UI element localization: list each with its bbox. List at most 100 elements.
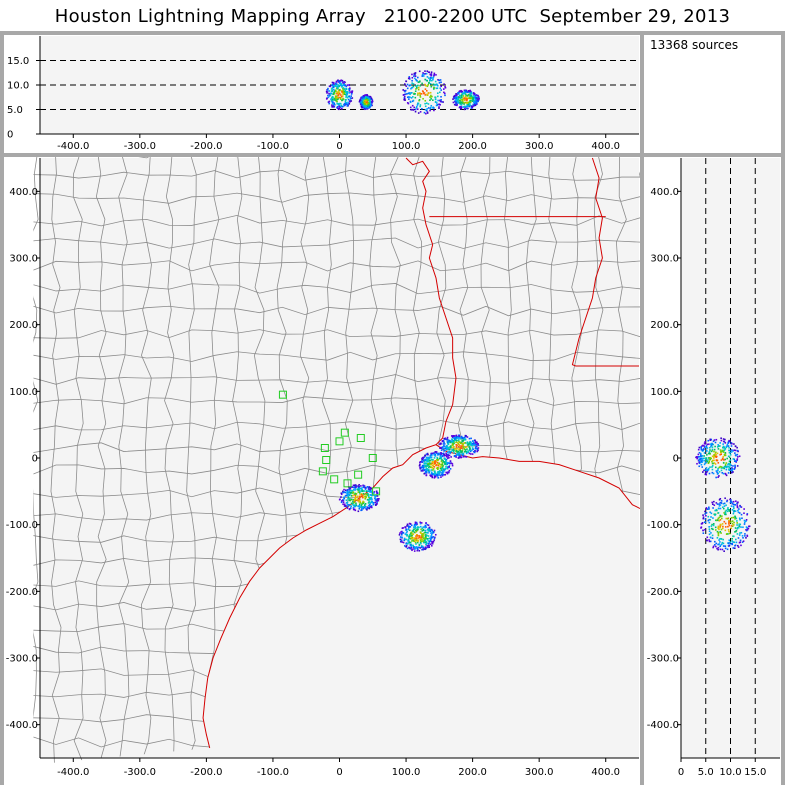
- side-point: [728, 519, 731, 522]
- altitude-y-tick-label: 5.0: [7, 105, 23, 116]
- side-point: [698, 460, 701, 462]
- side-point: [698, 456, 700, 458]
- map-point: [423, 462, 425, 465]
- map-point: [359, 506, 361, 509]
- map-point: [400, 533, 403, 535]
- altitude-point: [415, 78, 417, 81]
- altitude-point: [429, 91, 432, 94]
- side-point: [711, 523, 713, 526]
- altitude-point: [463, 108, 466, 111]
- side-y-tick-label: 300.0: [650, 254, 679, 265]
- altitude-point: [457, 100, 459, 103]
- altitude-point: [330, 99, 333, 102]
- map-y-tick-label: 300.0: [9, 254, 38, 265]
- altitude-point: [456, 103, 458, 106]
- side-point: [731, 501, 733, 503]
- map-point: [343, 496, 345, 499]
- side-point: [707, 515, 710, 518]
- side-point: [721, 457, 724, 460]
- side-point: [712, 507, 714, 509]
- map-point: [349, 487, 352, 490]
- side-point: [703, 446, 706, 448]
- map-point: [443, 437, 445, 440]
- map-point: [421, 536, 423, 539]
- side-point: [706, 508, 709, 510]
- altitude-point: [443, 92, 446, 95]
- side-point: [701, 450, 704, 452]
- map-point: [476, 448, 479, 451]
- map-point: [421, 466, 424, 468]
- side-point: [704, 510, 706, 513]
- map-point: [362, 493, 365, 496]
- altitude-point: [453, 95, 456, 98]
- map-point: [443, 443, 446, 445]
- altitude-point: [332, 106, 335, 108]
- side-point: [719, 544, 722, 547]
- altitude-point: [472, 92, 475, 94]
- lma-station-marker: [320, 444, 329, 452]
- side-point: [709, 446, 711, 449]
- altitude-point: [350, 91, 352, 93]
- county-line: [33, 169, 640, 181]
- altitude-point: [418, 80, 421, 83]
- side-point: [712, 472, 715, 475]
- altitude-point: [368, 97, 371, 99]
- altitude-point: [415, 79, 418, 82]
- altitude-point: [424, 70, 426, 72]
- map-point: [366, 486, 369, 488]
- map-point: [457, 454, 459, 456]
- side-point: [706, 447, 709, 449]
- side-point: [728, 521, 730, 524]
- side-point: [729, 464, 731, 466]
- side-point: [717, 519, 719, 522]
- map-point: [461, 440, 463, 442]
- side-point: [708, 533, 711, 536]
- county-line: [33, 601, 640, 612]
- county-line: [299, 157, 311, 764]
- map-point: [428, 544, 430, 547]
- side-point: [718, 445, 720, 447]
- county-line: [33, 396, 640, 407]
- side-point: [722, 446, 724, 449]
- altitude-point: [341, 85, 343, 87]
- map-point: [431, 529, 433, 532]
- map-point: [364, 486, 366, 489]
- altitude-point: [331, 90, 333, 93]
- altitude-point: [364, 99, 367, 102]
- map-point: [440, 453, 443, 455]
- map-point: [426, 460, 429, 463]
- map-point: [421, 533, 423, 536]
- altitude-point: [460, 103, 463, 106]
- map-point: [463, 438, 466, 440]
- altitude-point: [328, 95, 331, 97]
- map-point: [415, 539, 418, 541]
- county-line: [33, 237, 640, 249]
- side-point: [716, 471, 718, 473]
- side-point: [706, 454, 708, 456]
- side-point: [702, 449, 705, 452]
- side-point: [724, 526, 727, 528]
- side-point: [710, 512, 713, 515]
- map-point: [458, 454, 460, 457]
- altitude-point: [349, 99, 351, 102]
- map-point: [376, 501, 378, 503]
- map-point: [353, 501, 356, 504]
- map-point: [435, 464, 437, 467]
- side-point: [744, 533, 746, 535]
- side-point: [724, 513, 726, 516]
- map-point: [364, 493, 367, 495]
- map-point: [358, 500, 360, 503]
- altitude-point: [361, 106, 363, 109]
- map-point: [425, 534, 428, 537]
- side-point: [713, 513, 716, 516]
- map-point: [428, 546, 431, 549]
- side-point: [713, 462, 716, 464]
- side-point: [717, 512, 720, 514]
- map-point: [375, 499, 378, 502]
- map-point: [427, 453, 429, 456]
- altitude-point: [366, 98, 369, 100]
- map-point: [370, 505, 373, 507]
- side-x-tick-label: 5.0: [698, 767, 714, 778]
- altitude-point: [409, 93, 411, 96]
- map-point: [428, 470, 431, 473]
